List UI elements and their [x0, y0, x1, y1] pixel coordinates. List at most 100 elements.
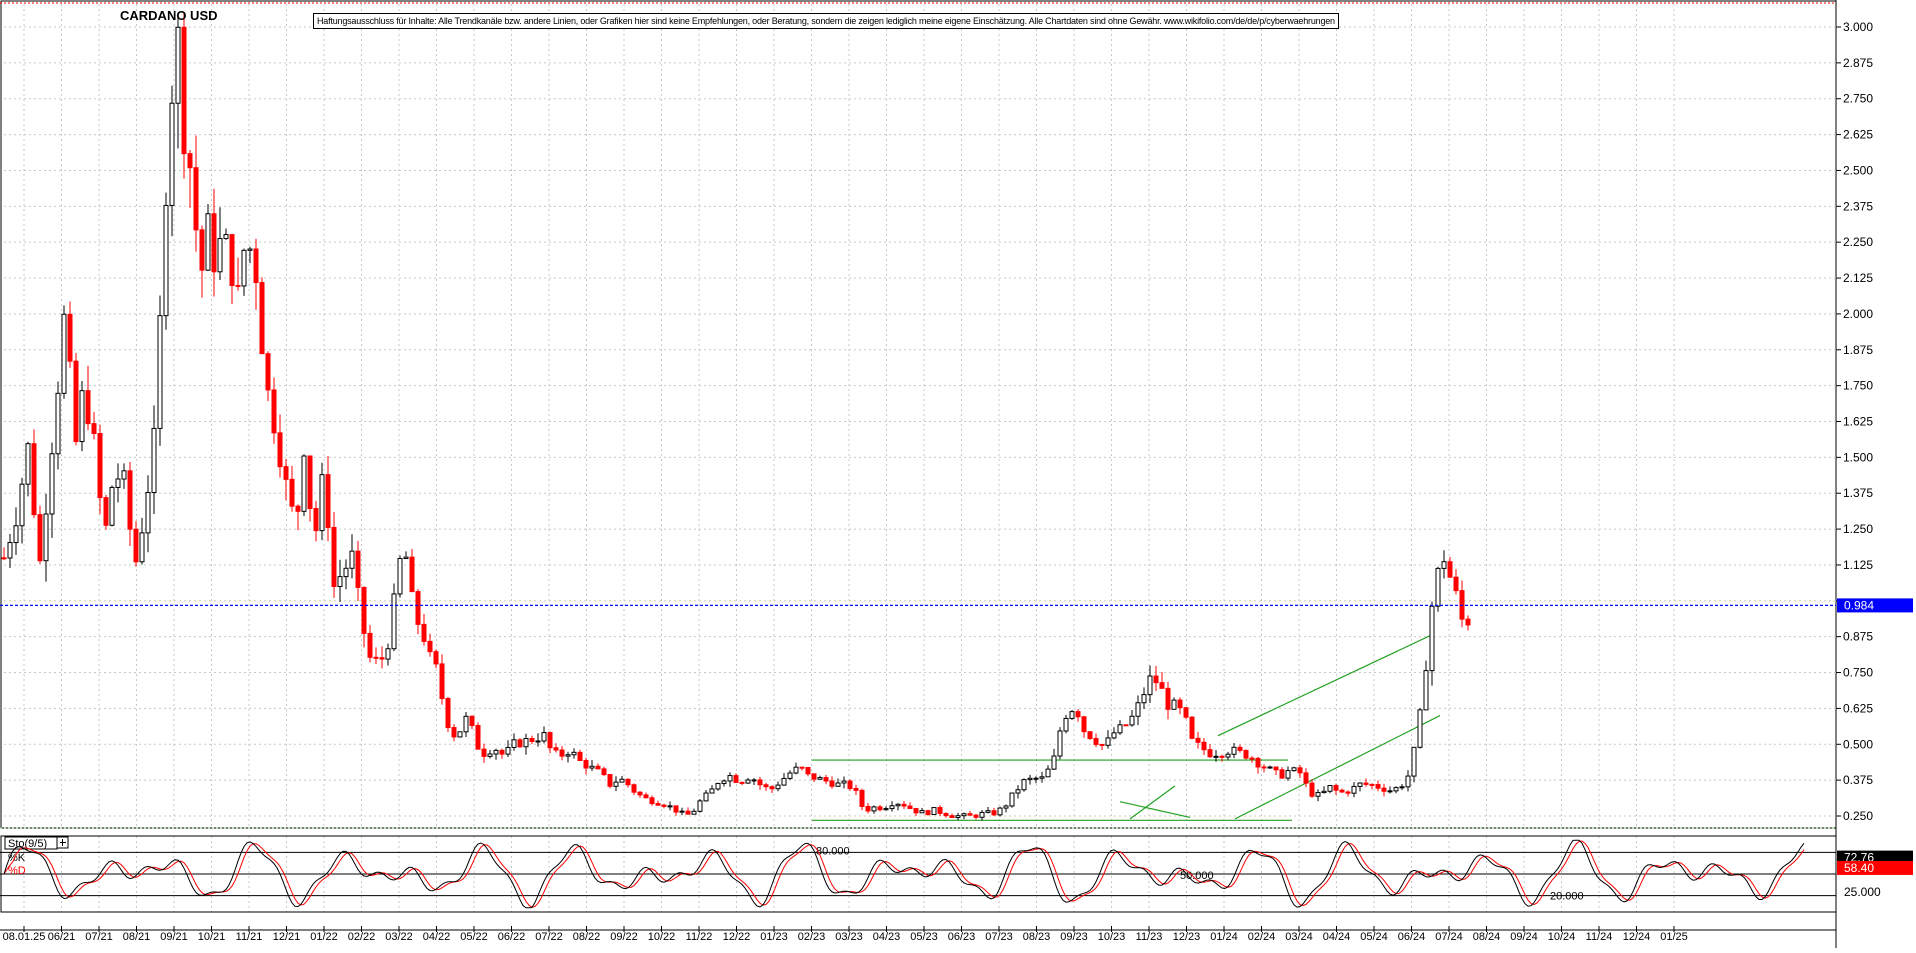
candle-body: [823, 777, 829, 782]
candle-body: [589, 765, 595, 769]
trendline: [1234, 715, 1441, 820]
price-tick-label: 1.125: [1843, 558, 1873, 572]
time-tick-label: 07/22: [535, 931, 563, 943]
candle-body: [289, 478, 295, 507]
candle-body: [1165, 687, 1171, 710]
candle-body: [919, 810, 925, 814]
candle-body: [1339, 789, 1345, 793]
candle-body: [1399, 786, 1405, 789]
time-tick-label: 07/24: [1435, 931, 1463, 943]
candle-body: [247, 248, 253, 251]
candle-body: [37, 514, 43, 562]
candle-body: [739, 781, 745, 784]
candle-body: [1189, 716, 1195, 739]
sto-d-value: 58.40: [1844, 861, 1874, 875]
candle-body: [571, 751, 577, 756]
candle-body: [433, 651, 439, 665]
price-tick-label: 2.375: [1843, 199, 1873, 213]
candle-body: [961, 813, 967, 817]
candle-body: [211, 213, 217, 273]
candle-body: [985, 810, 991, 813]
candle-body: [487, 753, 493, 757]
candle-body: [61, 313, 67, 394]
candle-body: [193, 167, 199, 231]
candle-body: [901, 803, 907, 807]
candle-body: [583, 760, 589, 769]
trendline: [1129, 785, 1176, 820]
candle-body: [1063, 717, 1069, 732]
time-tick-label: 05/24: [1360, 931, 1388, 943]
time-tick-label: 07/21: [85, 931, 113, 943]
sto-level-label: 20.000: [1550, 891, 1584, 903]
candle-body: [865, 805, 871, 812]
candle-body: [781, 777, 787, 786]
candle-body: [1291, 767, 1297, 772]
grid-layer: [0, 0, 1837, 948]
candle-body: [187, 153, 193, 169]
candle-body: [643, 794, 649, 799]
price-tick-label: 2.125: [1843, 271, 1873, 285]
candle-body: [49, 453, 55, 515]
candle-body: [301, 455, 307, 512]
candle-body: [343, 567, 349, 578]
time-tick-label: 12/23: [1173, 931, 1201, 943]
time-tick-label: 08/22: [573, 931, 601, 943]
candle-body: [469, 715, 475, 727]
candle-body: [709, 788, 715, 794]
candle-body: [1447, 561, 1453, 578]
candle-body: [1027, 777, 1033, 781]
time-tick-label: 09/23: [1060, 931, 1088, 943]
candle-body: [1105, 737, 1111, 746]
candle-body: [829, 780, 835, 787]
candle-body: [1111, 732, 1117, 739]
candle-body: [199, 229, 205, 271]
candle-body: [205, 213, 211, 271]
candle-body: [895, 803, 901, 807]
time-tick-label: 07/23: [985, 931, 1013, 943]
candle-body: [793, 766, 799, 774]
candle-body: [805, 766, 811, 775]
candle-body: [949, 815, 955, 818]
candle-body: [67, 313, 73, 362]
candle-body: [937, 807, 943, 814]
candle-body: [1243, 749, 1249, 759]
candle-body: [313, 508, 319, 532]
candle-body: [1387, 790, 1393, 793]
candle-body: [1195, 737, 1201, 743]
candle-body: [373, 656, 379, 659]
time-tick-label: 01/24: [1210, 931, 1238, 943]
time-tick-label: 01/23: [760, 931, 788, 943]
price-tick-label: 2.750: [1843, 92, 1873, 106]
candle-body: [463, 715, 469, 733]
candle-body: [967, 813, 973, 816]
candle-body: [751, 779, 757, 782]
candle-body: [1273, 766, 1279, 771]
candle-body: [547, 732, 553, 749]
candle-body: [517, 739, 523, 748]
price-tick-label: 0.875: [1843, 630, 1873, 644]
candle-body: [1117, 724, 1123, 734]
candle-body: [91, 423, 97, 435]
time-tick-label: 02/24: [1248, 931, 1276, 943]
candle-body: [505, 746, 511, 755]
candle-body: [13, 525, 19, 544]
time-tick-label: 11/24: [1586, 931, 1613, 943]
candle-body: [1237, 746, 1243, 751]
candle-body: [139, 532, 145, 563]
trendlines: [812, 633, 1441, 821]
candle-body: [1369, 783, 1375, 786]
candle-body: [451, 727, 457, 738]
sto-d-line: [3, 840, 1805, 908]
candle-body: [439, 663, 445, 700]
candle-body: [733, 775, 739, 783]
candle-body: [1051, 755, 1057, 770]
time-tick-label: 05/22: [460, 931, 488, 943]
time-tick-label: 08/24: [1473, 931, 1501, 943]
candle-body: [1, 557, 7, 560]
candle-body: [1297, 767, 1303, 774]
candle-body: [775, 784, 781, 790]
candle-body: [1375, 784, 1381, 789]
candle-body: [799, 766, 805, 769]
